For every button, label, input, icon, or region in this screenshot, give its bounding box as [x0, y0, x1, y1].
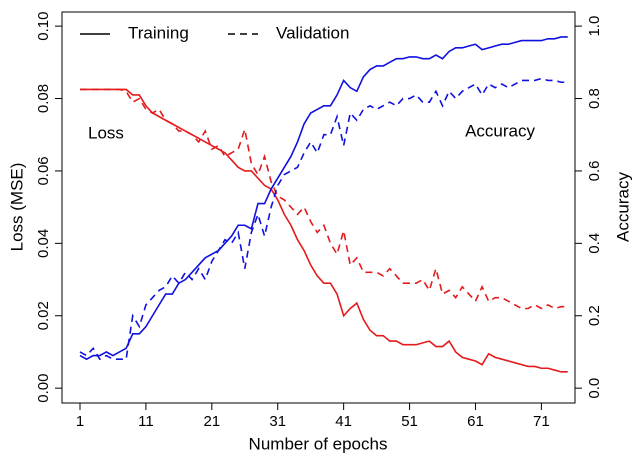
- y2-tick-label: 0.0: [586, 378, 603, 399]
- series-line: [79, 88, 568, 310]
- y2-tick-label: 1.0: [586, 16, 603, 37]
- y-tick-label: 0.08: [35, 84, 52, 113]
- legend-label: Training: [128, 23, 189, 42]
- x-tick-label: 61: [467, 413, 484, 430]
- y2-tick-label: 0.2: [586, 305, 603, 326]
- y-tick-label: 0.04: [35, 229, 52, 258]
- y2-tick-label: 0.8: [586, 88, 603, 109]
- y2-axis-label: Accuracy: [613, 172, 632, 242]
- x-tick-label: 21: [203, 413, 220, 430]
- x-tick-label: 41: [335, 413, 352, 430]
- x-tick-label: 71: [533, 413, 550, 430]
- y-axis-label: Loss (MSE): [7, 163, 26, 252]
- y-tick-label: 0.02: [35, 301, 52, 330]
- series-line: [79, 77, 568, 361]
- plot-frame: [61, 11, 576, 404]
- x-axis-label: Number of epochs: [249, 434, 388, 453]
- annotation: Accuracy: [465, 121, 535, 140]
- series-line: [79, 36, 568, 361]
- y-tick-label: 0.00: [35, 374, 52, 403]
- y-tick-label: 0.10: [35, 12, 52, 41]
- annotation: Loss: [88, 123, 124, 142]
- x-tick-label: 31: [269, 413, 286, 430]
- x-tick-label: 51: [401, 413, 418, 430]
- x-tick-label: 1: [76, 413, 84, 430]
- y2-tick-label: 0.4: [586, 233, 603, 254]
- series-line: [79, 88, 568, 373]
- legend-label: Validation: [276, 23, 349, 42]
- y2-tick-label: 0.6: [586, 161, 603, 182]
- y-tick-label: 0.06: [35, 156, 52, 185]
- x-tick-label: 11: [138, 413, 154, 430]
